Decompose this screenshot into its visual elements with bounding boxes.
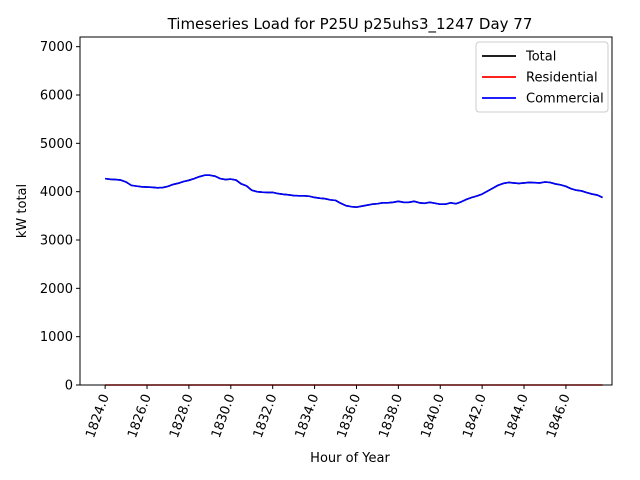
series-line-total bbox=[105, 174, 603, 208]
x-tick-label: 1832.0 bbox=[251, 392, 281, 440]
y-tick-label: 0 bbox=[65, 379, 73, 394]
x-tick-label: 1826.0 bbox=[125, 392, 155, 440]
legend-label-residential: Residential bbox=[526, 71, 598, 86]
y-axis-label: kW total bbox=[15, 184, 30, 238]
y-tick-label: 6000 bbox=[40, 89, 73, 104]
y-tick-label: 4000 bbox=[40, 185, 73, 200]
x-tick-label: 1830.0 bbox=[209, 392, 239, 440]
x-tick-label: 1836.0 bbox=[335, 392, 365, 440]
x-tick-label: 1844.0 bbox=[502, 392, 532, 440]
x-tick-label: 1834.0 bbox=[293, 392, 323, 440]
y-tick-label: 2000 bbox=[40, 282, 73, 297]
legend-label-total: Total bbox=[525, 50, 556, 65]
series-line-commercial bbox=[105, 174, 603, 208]
chart-title: Timeseries Load for P25U p25uhs3_1247 Da… bbox=[167, 15, 533, 34]
x-tick-label: 1838.0 bbox=[376, 392, 406, 440]
x-tick-label: 1824.0 bbox=[83, 392, 113, 440]
legend-box bbox=[475, 41, 609, 113]
y-tick-label: 5000 bbox=[40, 137, 73, 152]
axes-frame bbox=[79, 36, 613, 386]
x-tick-label: 1828.0 bbox=[167, 392, 197, 440]
x-tick-label: 1842.0 bbox=[460, 392, 490, 440]
y-tick-label: 7000 bbox=[40, 40, 73, 55]
x-tick-label: 1840.0 bbox=[418, 392, 448, 440]
y-tick-label: 1000 bbox=[40, 330, 73, 345]
x-axis-label: Hour of Year bbox=[310, 451, 390, 466]
y-tick-label: 3000 bbox=[40, 234, 73, 249]
legend: Total Residential Commercial bbox=[475, 41, 609, 113]
legend-label-commercial: Commercial bbox=[526, 92, 604, 107]
plot-area bbox=[105, 174, 603, 386]
x-tick-label: 1846.0 bbox=[544, 392, 574, 440]
